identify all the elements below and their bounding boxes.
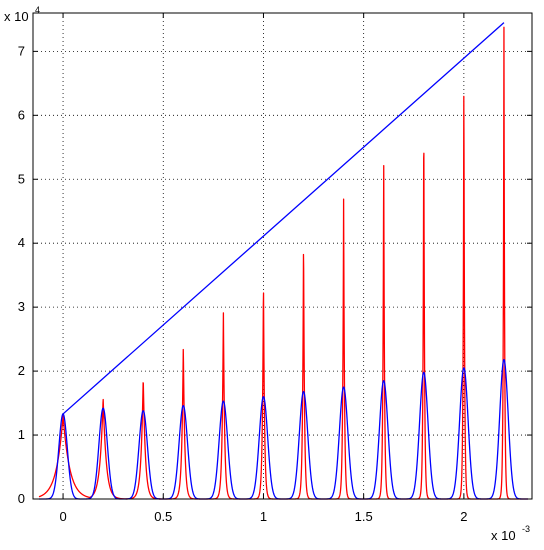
y-tick-label: 7 [18,43,25,58]
x-tick-label: 2 [460,509,467,524]
series-line-narrowing-peaks [38,26,529,500]
x-tick-label: 1 [260,509,267,524]
plot-frame [32,12,533,500]
y-exponent-power: 4 [35,5,40,15]
x-exponent-label: x 10 -3 [491,524,530,543]
grid-lines [33,13,532,500]
x-exponent-power: -3 [522,524,530,534]
x-tick-labels: 0 0.5 1 1.5 2 [59,509,467,524]
y-tick-label: 1 [18,427,25,442]
x-tick-label: 0.5 [154,509,172,524]
series-line-broad-peaks [38,358,529,500]
series-group [38,22,529,500]
y-tick-label: 5 [18,171,25,186]
y-tick-label: 6 [18,107,25,122]
y-tick-label: 0 [18,491,25,506]
y-tick-label: 4 [18,235,25,250]
y-exponent-base: x 10 [4,9,29,24]
y-tick-label: 2 [18,363,25,378]
x-tick-label: 1.5 [355,509,373,524]
y-exponent-label: x 10 4 [4,5,40,24]
x-tick-label: 0 [59,509,66,524]
y-tick-label: 3 [18,299,25,314]
y-tick-labels: 0 1 2 3 4 5 6 7 [18,43,25,506]
x-exponent-base: x 10 [491,528,516,543]
series-line-trend [62,22,505,415]
axis-ticks [33,13,532,500]
